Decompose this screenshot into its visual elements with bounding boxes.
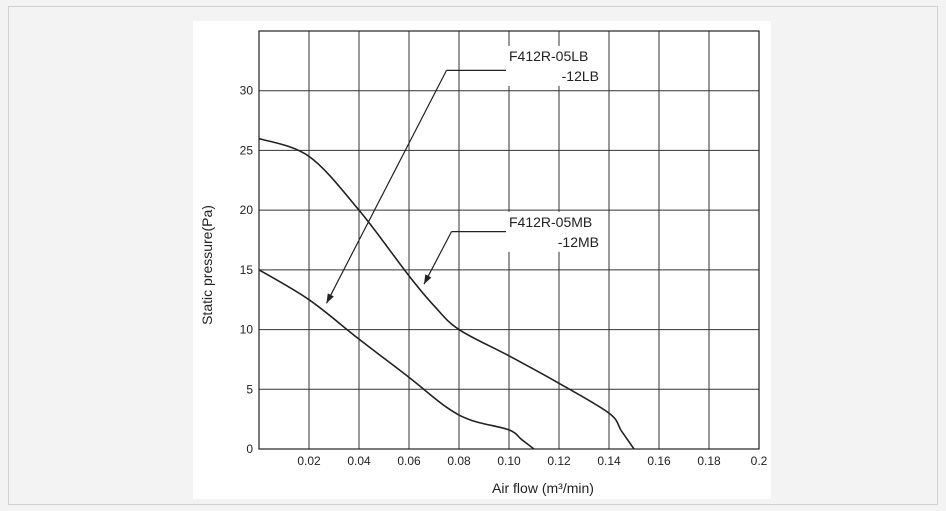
y-tick-labels: 0 5 10 15 20 25 30 [240,84,254,456]
annotation-label-line: -12MB [558,234,599,250]
x-tick-label: 0.08 [447,454,471,468]
x-tick-label: 0.12 [547,454,571,468]
x-tick-label: 0.06 [397,454,421,468]
annotation-arrow-shaft [325,70,448,304]
annotation-arrowhead [424,274,432,285]
annotation-layer: F412R-05LB -12LB F412R-05MB -12MB [325,45,601,304]
x-tick-label: 0.2 [751,454,768,468]
y-tick-label: 0 [246,442,253,456]
y-tick-label: 15 [240,263,254,277]
y-tick-label: 10 [240,323,254,337]
plot-border [258,30,760,450]
x-tick-label: 0.02 [297,454,321,468]
grid-layer [258,30,760,450]
x-tick-label: 0.16 [647,454,671,468]
x-tick-label: 0.14 [597,454,621,468]
x-axis-label: Air flow (m³/min) [492,480,594,496]
annotation-arrowhead [326,293,334,304]
x-tick-label: 0.04 [347,454,371,468]
x-tick-label: 0.18 [697,454,721,468]
x-tick-label: 0.10 [497,454,521,468]
annotation-label-line: F412R-05MB [509,214,592,230]
y-tick-label: 25 [240,143,254,157]
y-tick-label: 30 [240,84,254,98]
annotation-label-line: -12LB [562,68,599,84]
annotation-background [507,211,601,252]
annotation-background [507,45,601,86]
x-tick-labels: 0.02 0.04 0.06 0.08 0.10 0.12 0.14 0.16 0.18 0.2 [297,454,767,468]
series-line-1 [258,269,535,450]
annotation-arrow-shaft [423,231,453,285]
chart-panel: 0.02 0.04 0.06 0.08 0.10 0.12 0.14 0.16 0.18 0.2 … [193,21,771,499]
series-layer [258,137,635,450]
annotation-label-line: F412R-05LB [509,48,588,64]
series-line-2 [258,137,635,450]
y-tick-label: 20 [240,203,254,217]
y-axis-label: Static pressure(Pa) [199,205,215,325]
y-tick-label: 5 [246,382,253,396]
fan-performance-chart: 0.02 0.04 0.06 0.08 0.10 0.12 0.14 0.16 0.18 0.2 … [199,30,768,496]
image-frame: 0.02 0.04 0.06 0.08 0.10 0.12 0.14 0.16 0.18 0.2 … [8,6,938,505]
